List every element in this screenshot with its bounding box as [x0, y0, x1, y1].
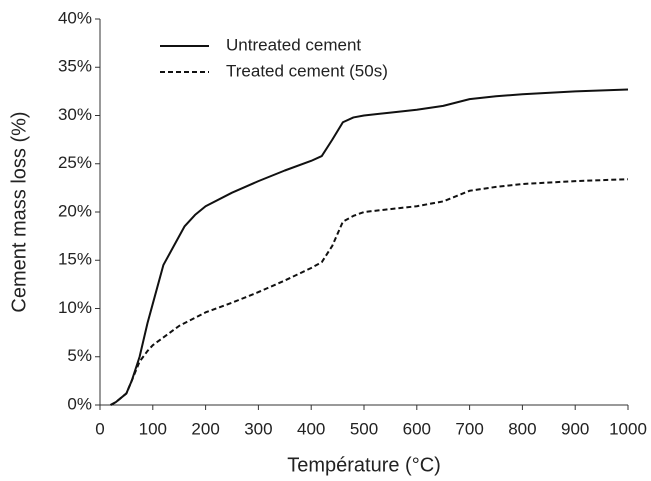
- x-tick-label: 300: [244, 419, 272, 438]
- x-tick-label: 100: [139, 419, 167, 438]
- y-tick-label: 15%: [58, 250, 92, 269]
- legend-label: Treated cement (50s): [226, 61, 388, 80]
- y-tick-label: 30%: [58, 105, 92, 124]
- data-line: [110, 178, 629, 406]
- y-tick-label: 10%: [58, 298, 92, 317]
- legend-label: Untreated cement: [226, 35, 361, 54]
- y-tick-label: 5%: [67, 346, 92, 365]
- y-tick-label: 20%: [58, 201, 92, 220]
- y-tick-label: 25%: [58, 153, 92, 172]
- x-tick-label: 600: [403, 419, 431, 438]
- x-tick-label: 700: [455, 419, 483, 438]
- x-axis-title: Température (°C): [287, 454, 441, 476]
- x-tick-label: 0: [95, 419, 104, 438]
- x-tick-label: 500: [350, 419, 378, 438]
- y-tick-label: 35%: [58, 57, 92, 76]
- y-tick-label: 0%: [67, 394, 92, 413]
- x-tick-label: 800: [508, 419, 536, 438]
- data-line: [110, 88, 629, 406]
- x-tick-label: 400: [297, 419, 325, 438]
- x-tick-label: 900: [561, 419, 589, 438]
- y-axis-title: Cement mass loss (%): [8, 111, 30, 312]
- x-tick-label: 200: [191, 419, 219, 438]
- y-tick-label: 40%: [58, 8, 92, 27]
- x-tick-label: 1000: [609, 419, 647, 438]
